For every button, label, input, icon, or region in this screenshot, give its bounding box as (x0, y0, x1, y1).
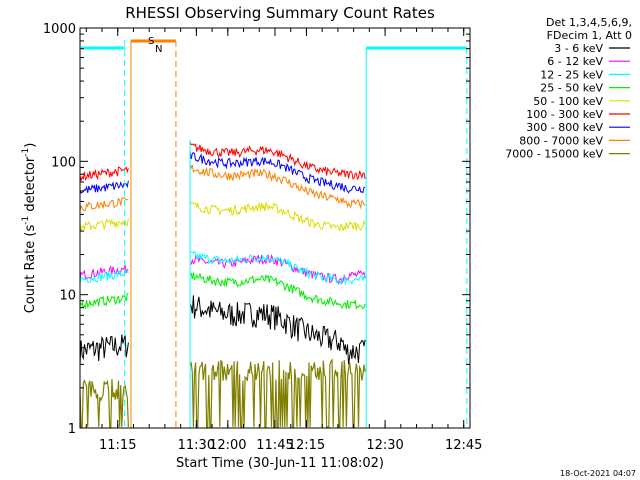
series-line-5-seg-2 (189, 201, 366, 232)
x-axis: 11:15 11:30 11:45 12:00 12:15 12:30 12:45 (85, 28, 482, 453)
series-4 (79, 272, 366, 310)
y-axis-label: Count Rate (s-1 detector-1) (21, 143, 38, 314)
series-1 (79, 295, 366, 366)
series-line-4-seg-2 (189, 272, 366, 310)
legend-label-8: 800 - 7000 keV (519, 134, 603, 147)
y-label-sup2: -1 (21, 148, 31, 157)
series-line-9-seg-1 (79, 379, 129, 428)
legend-label-5: 50 - 100 keV (533, 95, 603, 108)
y-label-sup1: -1 (21, 216, 31, 225)
series-7 (79, 151, 366, 194)
series-9 (79, 358, 366, 428)
legend-label-7: 300 - 800 keV (526, 121, 603, 134)
y-axis: 1 10 100 1000 (43, 22, 470, 437)
timestamp: 18-Oct-2021 04:07 (560, 469, 636, 478)
y-tick-label-3: 1000 (43, 22, 76, 37)
series-line-3-seg-1 (79, 269, 129, 284)
series-line-8-seg-1 (79, 196, 129, 212)
series-line-7-seg-1 (79, 180, 129, 194)
legend-label-1: 3 - 6 keV (554, 42, 603, 55)
legend-header-1: Det 1,3,4,5,6,9, (546, 16, 632, 29)
x-axis-label: Start Time (30-Jun-11 11:08:02) (176, 456, 384, 471)
series-line-6-seg-1 (79, 166, 129, 181)
chart-title: RHESSI Observing Summary Count Rates (125, 4, 435, 22)
series-6 (79, 141, 366, 181)
y-label-main: Count Rate (s (23, 225, 38, 314)
legend-label-6: 100 - 300 keV (526, 108, 603, 121)
plot-data-layer (79, 141, 366, 428)
series-line-1-seg-1 (79, 334, 129, 366)
x-tick-label-4: 12:15 (288, 438, 325, 453)
series-line-7-seg-2 (189, 151, 366, 194)
series-line-2-seg-2 (190, 253, 366, 285)
y-tick-label-2: 100 (51, 155, 76, 170)
night-flag-label: N (155, 44, 162, 55)
y-label-end: ) (23, 143, 38, 148)
saa-flag-label: S (148, 36, 154, 47)
x-tick-label-1: 11:30 (178, 438, 215, 453)
flag-layer: SN (81, 36, 468, 428)
legend-label-2: 6 - 12 keV (547, 55, 603, 68)
series-5 (79, 201, 366, 232)
y-tick-label-0: 1 (68, 422, 76, 437)
legend-header-2: FDecim 1, Att 0 (547, 29, 632, 42)
legend-label-4: 25 - 50 keV (540, 82, 603, 95)
legend-label-3: 12 - 25 keV (540, 68, 603, 81)
series-line-1-seg-2 (189, 295, 366, 365)
x-tick-label-0: 11:15 (99, 438, 136, 453)
series-3 (79, 250, 366, 286)
y-tick-label-1: 10 (59, 289, 76, 304)
y-label-mid: detector (23, 156, 38, 216)
series-line-5-seg-1 (79, 217, 129, 231)
x-tick-label-3: 12:00 (209, 438, 246, 453)
x-tick-label-5: 12:30 (366, 438, 403, 453)
series-line-6-seg-2 (189, 141, 366, 181)
legend-label-9: 7000 - 15000 keV (505, 148, 603, 161)
x-tick-label-2: 11:45 (256, 438, 293, 453)
series-line-4-seg-1 (79, 292, 129, 310)
x-tick-label-6: 12:45 (445, 438, 482, 453)
series-line-8-seg-2 (189, 164, 366, 210)
series-line-3-seg-2 (189, 250, 366, 286)
series-8 (79, 164, 366, 212)
series-line-9-seg-2 (189, 358, 366, 428)
